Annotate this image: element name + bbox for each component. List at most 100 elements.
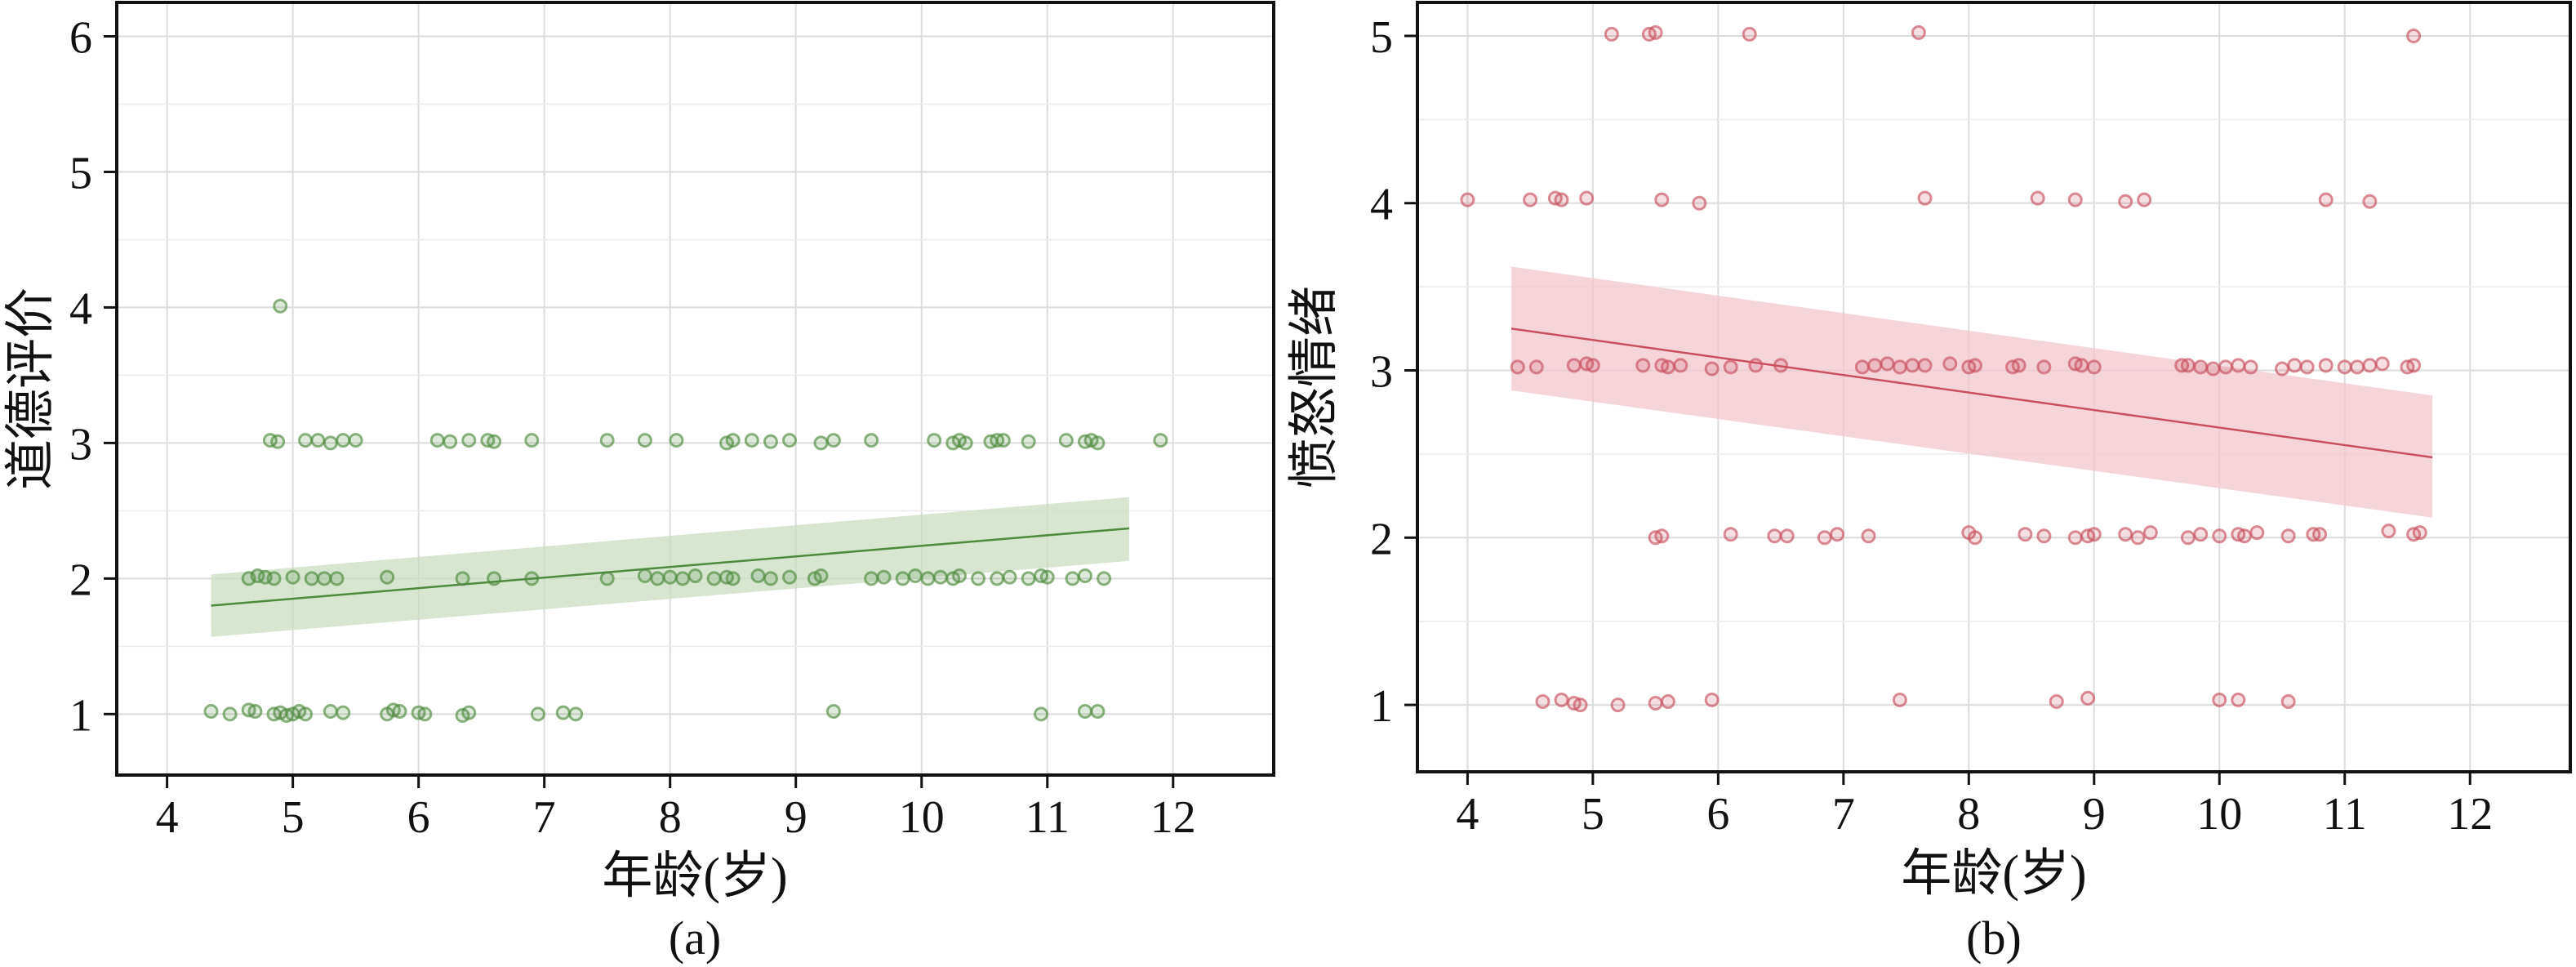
data-point-b	[1911, 25, 1926, 40]
data-point-a	[908, 568, 923, 584]
data-point-a	[864, 571, 879, 586]
data-point-a	[932, 569, 948, 585]
data-point-a	[669, 433, 684, 448]
data-point-b	[1723, 359, 1738, 375]
data-point-b	[1723, 527, 1738, 542]
data-point-b	[2406, 28, 2422, 43]
data-point-a	[380, 569, 395, 585]
data-point-b	[1460, 192, 1475, 207]
data-point-a	[323, 435, 338, 451]
x-tick-label-a: 8	[659, 792, 682, 843]
data-point-b	[2318, 358, 2334, 373]
data-point-a	[392, 703, 407, 719]
x-tick-label-a: 10	[899, 792, 945, 843]
x-tick-label-a: 12	[1150, 792, 1196, 843]
data-point-a	[813, 568, 829, 584]
data-point-b	[1692, 195, 1707, 211]
data-point-b	[2118, 527, 2133, 542]
data-point-a	[958, 435, 973, 451]
plot-area-a	[115, 1, 1275, 777]
data-point-b	[2067, 530, 2083, 546]
data-point-a	[336, 433, 351, 448]
data-point-a	[329, 571, 345, 586]
data-point-b	[1660, 693, 1675, 709]
data-point-b	[1967, 530, 1982, 546]
y-tick-label-b: 2	[1370, 514, 1393, 564]
data-point-b	[1892, 359, 1907, 375]
data-point-b	[2030, 190, 2045, 206]
data-point-a	[650, 571, 665, 586]
data-point-b	[1704, 361, 1720, 377]
data-point-b	[2236, 528, 2252, 544]
data-point-a	[895, 571, 910, 586]
data-point-b	[2287, 358, 2302, 373]
data-point-b	[1648, 696, 1663, 711]
data-point-a	[782, 569, 798, 585]
y-axis-title-b: 愤怒情绪	[1287, 286, 1342, 488]
data-point-b	[2231, 358, 2246, 373]
data-point-a	[763, 434, 778, 449]
data-point-b	[2086, 359, 2102, 375]
data-point-b	[2036, 359, 2052, 375]
data-point-a	[417, 706, 433, 722]
data-point-b	[1917, 358, 1933, 373]
data-point-b	[2074, 358, 2089, 373]
data-point-a	[555, 705, 571, 720]
y-tick-label-a: 4	[69, 283, 92, 334]
data-point-b	[2180, 530, 2196, 546]
data-point-a	[530, 706, 545, 722]
data-point-b	[2205, 361, 2221, 377]
data-point-a	[429, 433, 445, 448]
data-point-a	[455, 571, 470, 586]
data-point-b	[2036, 528, 2052, 544]
panel-caption-a: (a)	[669, 911, 721, 965]
data-point-a	[247, 703, 263, 719]
data-point-b	[1830, 527, 1845, 542]
data-point-b	[1967, 358, 1982, 373]
data-point-a	[1039, 569, 1055, 585]
data-point-a	[1021, 434, 1036, 449]
x-tick-label-a: 11	[1026, 792, 1070, 843]
data-point-a	[675, 571, 691, 586]
data-point-b	[2049, 693, 2064, 709]
data-point-b	[1767, 528, 1782, 544]
data-point-a	[443, 434, 458, 449]
data-point-b	[2362, 194, 2378, 209]
data-point-b	[2312, 527, 2328, 542]
data-point-a	[951, 568, 967, 584]
data-point-a	[637, 568, 652, 584]
x-tick-label-b: 4	[1456, 789, 1479, 840]
data-point-b	[1523, 192, 1538, 207]
data-point-b	[1528, 359, 1544, 375]
data-point-b	[1585, 358, 1600, 373]
data-point-a	[285, 569, 300, 585]
data-point-b	[2337, 359, 2352, 375]
data-point-a	[222, 706, 238, 722]
y-tick-label-b: 1	[1370, 681, 1393, 732]
data-point-a	[461, 705, 477, 720]
data-point-b	[1610, 697, 1626, 713]
data-point-a	[310, 433, 326, 448]
data-point-a	[825, 703, 841, 719]
data-point-b	[2243, 359, 2258, 375]
data-point-b	[1704, 692, 1720, 707]
data-point-b	[1579, 190, 1595, 206]
data-point-a	[876, 569, 892, 585]
data-point-b	[1554, 692, 1569, 707]
data-point-b	[1905, 358, 1920, 373]
data-point-b	[2137, 192, 2152, 207]
data-point-a	[920, 571, 936, 586]
data-point-b	[1942, 356, 1958, 372]
data-point-a	[599, 433, 615, 448]
data-point-b	[2318, 192, 2334, 207]
y-tick-label-a: 2	[69, 555, 92, 605]
data-point-a	[687, 568, 703, 584]
y-tick-label-a: 3	[69, 419, 92, 470]
data-point-a	[1097, 571, 1112, 586]
y-axis-title-a: 道德评价	[3, 287, 59, 490]
x-tick-label-b: 12	[2447, 789, 2493, 840]
data-point-a	[637, 433, 652, 448]
data-point-b	[2350, 359, 2365, 375]
data-point-b	[1917, 190, 1933, 206]
